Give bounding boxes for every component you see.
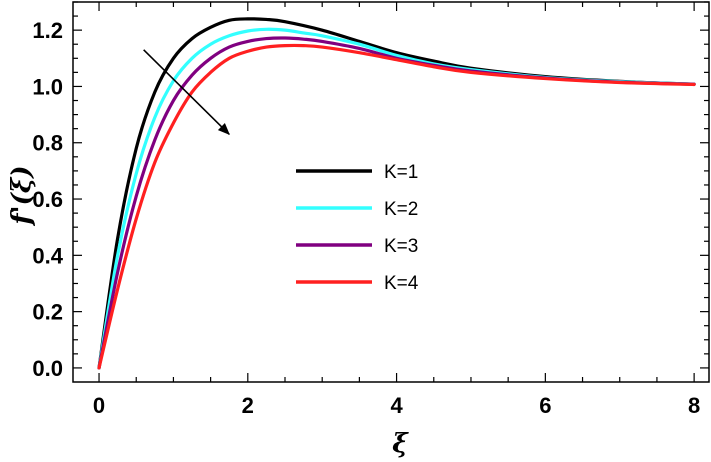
x-tick-label: 6	[539, 393, 551, 418]
legend-label: K=3	[384, 236, 418, 257]
axis-ticks	[73, 1, 709, 382]
y-tick-label: 0.8	[32, 131, 63, 156]
x-axis-label: ξ	[392, 429, 409, 459]
axis-tick-labels: 0 2 4 6 8 0.0 0.2 0.4 0.6 0.8 1.0 1.2	[32, 18, 700, 418]
increasing-k-arrow	[143, 49, 230, 135]
x-tick-label: 4	[390, 393, 403, 418]
y-tick-label: 0.2	[32, 300, 63, 325]
series-line-k-1	[97, 17, 696, 370]
y-tick-label: 0.4	[32, 243, 63, 268]
series-lines	[97, 17, 696, 370]
legend: K=1 K=2 K=3 K=4	[296, 162, 419, 294]
x-tick-label: 2	[242, 393, 254, 418]
y-tick-label: 1.2	[32, 18, 63, 43]
y-tick-label: 1.0	[32, 74, 63, 99]
y-tick-label: 0.0	[32, 356, 63, 381]
series-line-k-4	[97, 43, 696, 370]
x-tick-label: 0	[93, 393, 105, 418]
y-axis-label: f'(ξ)	[7, 165, 37, 226]
legend-label: K=1	[384, 162, 418, 183]
plot-frame	[72, 1, 710, 383]
legend-label: K=4	[384, 273, 419, 294]
legend-label: K=2	[384, 199, 418, 220]
x-tick-label: 8	[688, 393, 700, 418]
y-tick-label: 0.6	[32, 187, 63, 212]
